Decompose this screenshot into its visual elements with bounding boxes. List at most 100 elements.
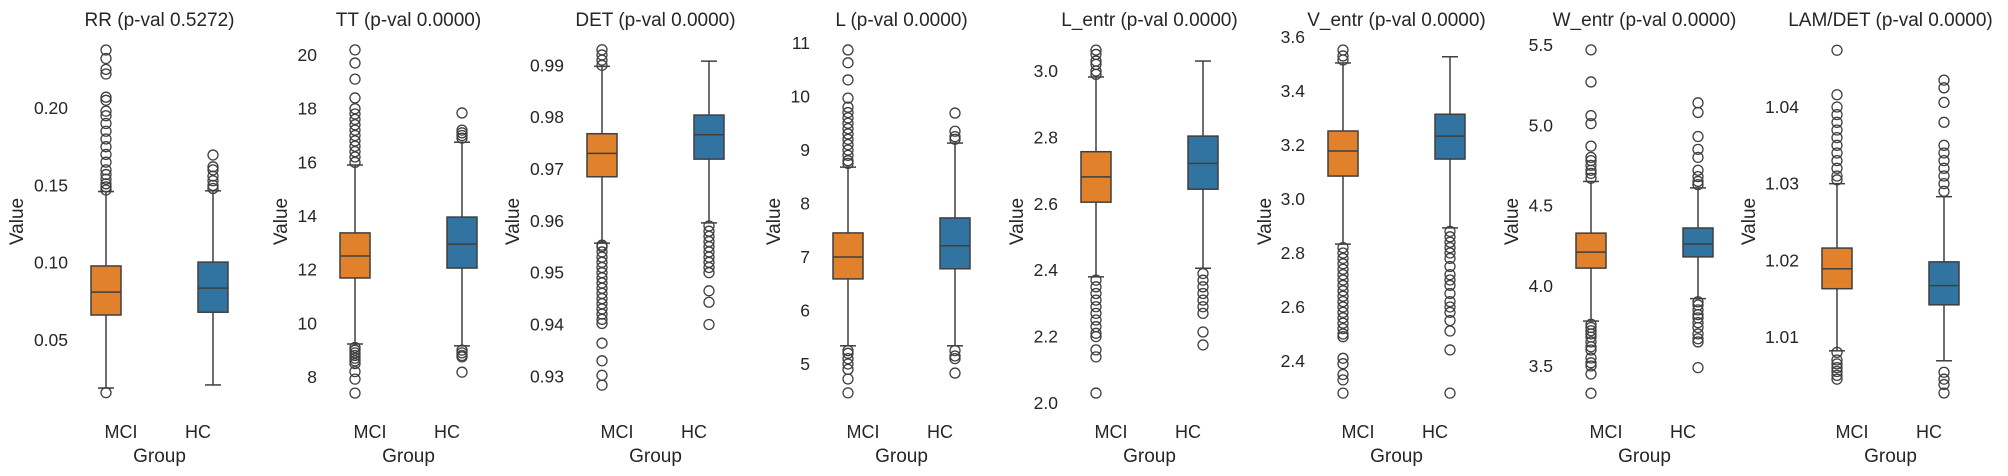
outlier-point (1337, 317, 1349, 329)
y-tick-label: 0.97 (530, 159, 564, 179)
box-mci (339, 44, 371, 399)
outlier-point (1831, 174, 1843, 186)
outlier-point (349, 140, 361, 152)
outlier-point (349, 151, 361, 163)
outlier-point (1692, 296, 1704, 308)
panel-mci-hc-3: L (p-val 0.0000) 5 6 7 8 9 10 11 Value MCI HC Group (764, 10, 971, 467)
y-axis-label: Value (503, 198, 524, 245)
box-hc (939, 107, 971, 379)
outlier-point (100, 173, 112, 185)
outlier-point (1938, 378, 1950, 391)
x-tick-label: MCI (105, 422, 138, 442)
outlier-point (100, 68, 112, 80)
outlier-point (1337, 279, 1349, 292)
panel-mci-hc-4: L_entr (p-val 0.0000) 2.0 2.2 2.4 2.6 2.8 3.0 V… (1007, 10, 1238, 467)
outlier-point (1444, 241, 1456, 254)
outlier-point (596, 369, 608, 381)
outlier-point (1090, 44, 1102, 56)
box-mci (1080, 44, 1112, 399)
outlier-point (949, 352, 961, 365)
y-tick-label: 3.2 (1281, 135, 1305, 155)
outlier-point (1692, 175, 1704, 188)
panel-title: W_entr (p-val 0.0000) (1553, 10, 1737, 31)
y-tick-label: 1.03 (1765, 174, 1799, 194)
outlier-point (1444, 301, 1456, 313)
outlier-point (1197, 301, 1209, 313)
outlier-point (100, 44, 112, 56)
y-tick-label: 2.4 (1034, 260, 1059, 280)
y-tick-label: 20 (298, 45, 318, 65)
outlier-point (596, 313, 608, 325)
outlier-point (100, 117, 112, 130)
outlier-point (1938, 387, 1950, 399)
outlier-point (949, 367, 961, 379)
box-hc (1187, 60, 1219, 351)
outlier-point (842, 347, 854, 359)
x-axis-label: Group (629, 446, 682, 467)
outlier-point (1831, 365, 1843, 378)
y-axis-label: Value (1255, 198, 1276, 245)
y-tick-label: 2.6 (1034, 194, 1058, 214)
outlier-point (207, 175, 219, 187)
outlier-point (1337, 368, 1349, 381)
outlier-point (842, 344, 854, 357)
y-tick-label: 0.94 (530, 315, 564, 335)
x-tick-label: MCI (1342, 422, 1375, 442)
outlier-point (1831, 369, 1843, 381)
outlier-point (1938, 178, 1950, 190)
outlier-point (1831, 139, 1843, 151)
outlier-point (949, 125, 961, 137)
outlier-point (1337, 50, 1349, 62)
outlier-point (1585, 360, 1597, 372)
outlier-point (100, 125, 112, 137)
y-tick-label: 7 (800, 247, 810, 267)
outlier-point (1090, 314, 1102, 326)
outlier-point (1585, 44, 1597, 56)
box-mci (832, 44, 864, 399)
outlier-point (1831, 124, 1843, 136)
outlier-point (1337, 252, 1349, 265)
y-tick-label: 5.5 (1529, 35, 1553, 55)
outlier-point (842, 144, 854, 156)
outlier-point (349, 373, 361, 385)
outlier-point (1444, 247, 1456, 259)
y-tick-label: 0.95 (530, 263, 564, 283)
y-tick-label: 0.20 (34, 98, 68, 118)
outlier-point (349, 119, 361, 131)
outlier-point (349, 365, 361, 378)
outlier-point (1831, 354, 1843, 366)
outlier-point (1337, 241, 1349, 254)
x-tick-label: MCI (354, 422, 387, 442)
outlier-point (456, 124, 468, 136)
y-axis-label: Value (1502, 198, 1523, 245)
outlier-point (100, 105, 112, 117)
outlier-point (1585, 172, 1597, 184)
y-tick-label: 8 (307, 367, 317, 387)
outlier-point (1692, 361, 1704, 374)
box-iqr (197, 261, 229, 313)
outlier-point (1585, 387, 1597, 399)
outlier-point (1585, 140, 1597, 152)
x-tick-label: HC (1670, 422, 1696, 442)
outlier-point (1090, 351, 1102, 363)
x-axis-label: Group (382, 446, 435, 467)
outlier-point (1831, 170, 1843, 182)
outlier-point (1090, 65, 1102, 77)
y-tick-label: 3.4 (1281, 81, 1306, 101)
outlier-point (703, 296, 715, 308)
outlier-point (349, 387, 361, 399)
outlier-point (1585, 167, 1597, 180)
outlier-point (100, 141, 112, 153)
outlier-point (1585, 325, 1597, 337)
y-tick-label: 2.4 (1281, 351, 1306, 371)
outlier-point (1444, 279, 1456, 292)
outlier-point (1090, 287, 1102, 300)
outlier-point (456, 107, 468, 119)
outlier-point (349, 108, 361, 120)
outlier-point (100, 387, 112, 399)
y-tick-label: 10 (791, 87, 811, 107)
outlier-point (1692, 106, 1704, 119)
outlier-point (1337, 258, 1349, 270)
outlier-point (596, 59, 608, 71)
outlier-point (1090, 307, 1102, 320)
